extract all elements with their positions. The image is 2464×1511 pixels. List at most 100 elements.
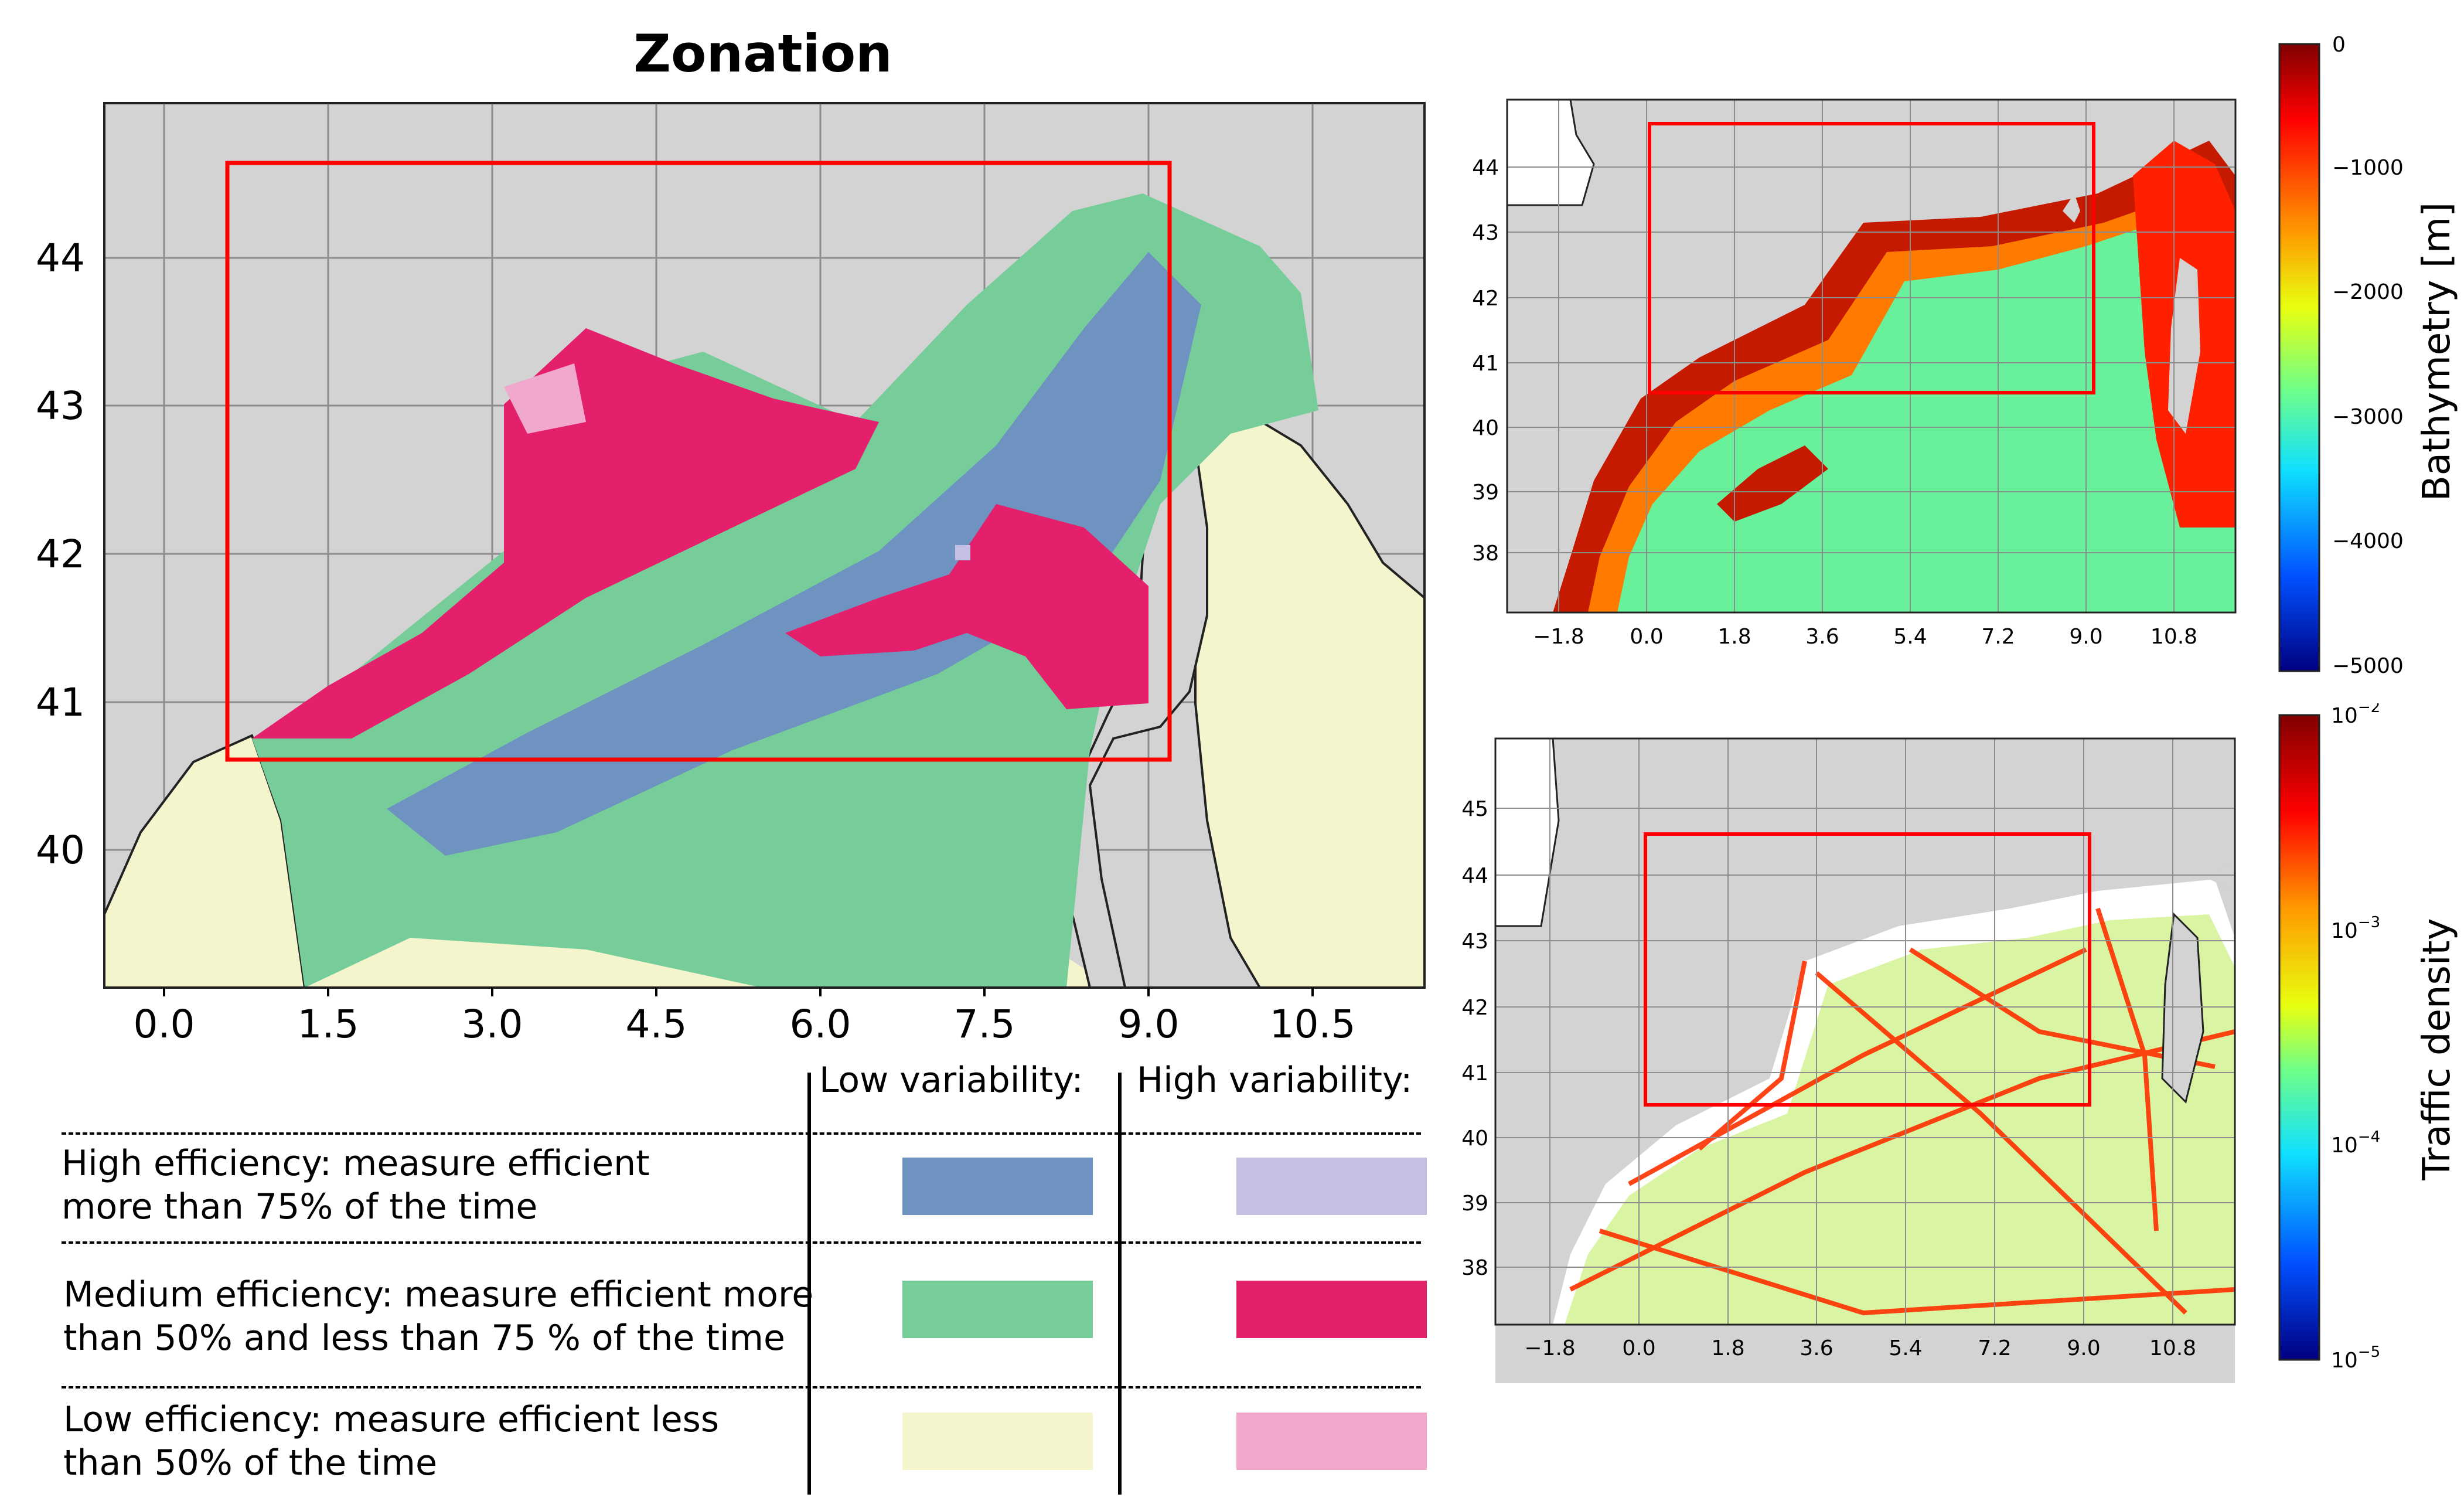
traffic-frame [1494, 737, 2236, 1326]
traffic-x-tick-label: 10.8 [2149, 1336, 2196, 1360]
bathymetry-balearics [1717, 445, 1828, 522]
bathymetry-x-tick-label: 0.0 [1630, 625, 1663, 649]
bathymetry-x-tick-label: 10.8 [2151, 625, 2197, 649]
bathymetry-colorbar-tick: −1000 [2332, 156, 2404, 180]
zonation-y-tick-label: 42 [36, 532, 85, 577]
traffic-italy-coast [2209, 856, 2235, 891]
zonation-x-tick-label: 3.0 [462, 1002, 523, 1047]
bathymetry-x-tick-label: 9.0 [2069, 625, 2102, 649]
legend-swatch-low-variability [902, 1413, 1093, 1470]
bathymetry-grid [1507, 100, 2235, 612]
legend-swatch-low-variability [902, 1158, 1093, 1215]
bathymetry-colorbar-label: Bathymetry [m] [2415, 202, 2459, 501]
legend-row-label-line2: than 50% of the time [63, 1442, 437, 1483]
legend-row-label-line2: more than 75% of the time [62, 1186, 538, 1227]
traffic-y-tick-label: 38 [1461, 1256, 1488, 1280]
bathymetry-y-tick-label: 40 [1472, 416, 1499, 440]
bathymetry-sardinia-land [2168, 258, 2200, 434]
zonation-map: Zonation [36, 23, 1426, 1047]
zone-medium-high-variability [252, 328, 879, 739]
bathymetry-x-tick-label: 1.8 [1717, 625, 1751, 649]
zonation-x-tick-label: 0.0 [134, 1002, 195, 1047]
traffic-y-tick-label: 39 [1461, 1192, 1488, 1216]
zonation-x-tick-label: 1.5 [298, 1002, 359, 1047]
bathymetry-selection-box [1648, 122, 2095, 394]
bathymetry-colorbar-tick: −4000 [2332, 529, 2404, 553]
zonation-title: Zonation [633, 23, 892, 84]
traffic-y-tick-label: 41 [1461, 1061, 1488, 1085]
traffic-colorbar-tick: 10−3 [2331, 914, 2380, 943]
bathymetry-y-tick-label: 43 [1472, 221, 1499, 245]
legend-column-high-header: High variability: [1137, 1060, 1413, 1101]
bathymetry-frame [1506, 98, 2237, 614]
bathymetry-y-tick-label: 39 [1472, 481, 1499, 505]
bathymetry-map: −1.8 0.0 1.8 3.6 5.4 7.2 9.0 10.8 44 43 … [1472, 33, 2459, 678]
bathymetry-colorbar-tick: −3000 [2332, 405, 2404, 429]
italy-land [1194, 409, 1424, 988]
bathymetry-y-tick-label: 41 [1472, 352, 1499, 376]
legend-swatch-low-variability [902, 1281, 1093, 1338]
zonation-y-tick-label: 41 [36, 680, 85, 725]
legend-row-label-line1: Low efficiency: measure efficient less [63, 1399, 720, 1440]
legend-swatch-high-variability [1236, 1413, 1427, 1470]
bathymetry-deep-basin [1617, 217, 2235, 612]
bathymetry-y-tick-label: 44 [1472, 156, 1499, 180]
legend-row-separator [62, 1386, 1421, 1389]
zonation-x-tick-label: 4.5 [626, 1002, 687, 1047]
zonation-y-tick-label: 43 [36, 383, 85, 428]
bathymetry-x-tick-label: −1.8 [1533, 625, 1584, 649]
zonation-x-ticks [163, 988, 1314, 996]
zone-low-high-variability [504, 363, 586, 434]
legend-row-separator [62, 1132, 1421, 1135]
traffic-shipping-lanes [1569, 907, 2235, 1316]
traffic-grid [1495, 739, 2235, 1325]
zonation-y-tick-label: 40 [36, 828, 85, 873]
traffic-x-tick-label: 5.4 [1889, 1336, 1922, 1360]
traffic-x-tick-label: 9.0 [2067, 1336, 2100, 1360]
traffic-density-map: −1.8 0.0 1.8 3.6 5.4 7.2 9.0 10.8 45 44 … [1461, 703, 2459, 1383]
zone-medium-high-variability-east [785, 504, 1148, 709]
traffic-colorbar-tick: 10−2 [2331, 703, 2380, 728]
traffic-selection-box [1644, 832, 2091, 1107]
zonation-x-tick-label: 10.5 [1270, 1002, 1356, 1047]
traffic-colorbar-tick: 10−4 [2331, 1128, 2380, 1158]
legend-row-label-line1: Medium efficiency: measure efficient mor… [63, 1274, 814, 1315]
bathymetry-corsica-sardinia [2063, 193, 2080, 223]
traffic-colorbar [2278, 714, 2320, 1361]
traffic-y-tick-label: 45 [1461, 797, 1488, 821]
iberia-land [104, 734, 306, 988]
legend-column-low-header: Low variability: [819, 1060, 1083, 1101]
bathymetry-colorbar-tick: −5000 [2332, 654, 2404, 678]
legend-row-label-line2: than 50% and less than 75 % of the time [63, 1318, 785, 1359]
traffic-colorbar-label: Traffic density [2415, 918, 2459, 1180]
traffic-x-tick-label: 7.2 [1978, 1336, 2011, 1360]
zone-high-low-variability [387, 252, 1201, 856]
bathymetry-x-tick-label: 7.2 [1981, 625, 2015, 649]
traffic-density-mid [1565, 914, 2235, 1325]
traffic-y-tick-label: 44 [1461, 864, 1488, 888]
bathymetry-colorbar-tick: 0 [2332, 33, 2346, 57]
legend-row-separator [62, 1241, 1421, 1244]
zonation-x-tick-label: 9.0 [1118, 1002, 1180, 1047]
legend-row-label-line1: High efficiency: measure efficient [62, 1143, 650, 1184]
zone-high-high-variability [955, 545, 970, 560]
traffic-x-tick-label: 3.6 [1800, 1336, 1833, 1360]
traffic-y-tick-label: 42 [1461, 996, 1488, 1020]
traffic-y-tick-label: 43 [1461, 930, 1488, 954]
bathymetry-x-tick-label: 3.6 [1805, 625, 1839, 649]
bathymetry-y-tick-label: 38 [1472, 542, 1499, 566]
legend-divider-left [807, 1073, 811, 1495]
legend-divider-right [1118, 1073, 1122, 1495]
bathymetry-y-tick-label: 42 [1472, 287, 1499, 311]
traffic-y-tick-label: 40 [1461, 1127, 1488, 1151]
zonation-y-tick-label: 44 [36, 236, 85, 281]
traffic-colorbar-tick: 10−5 [2331, 1343, 2380, 1373]
bathymetry-x-tick-label: 5.4 [1893, 625, 1927, 649]
traffic-x-tick-label: 0.0 [1622, 1336, 1655, 1360]
bathymetry-colorbar [2278, 43, 2320, 672]
bathymetry-iberia-coast [1507, 100, 1595, 206]
zonation-selection-box [225, 161, 1172, 762]
traffic-x-tick-label: −1.8 [1524, 1336, 1575, 1360]
legend-swatch-high-variability [1236, 1158, 1427, 1215]
zonation-frame [103, 102, 1426, 989]
